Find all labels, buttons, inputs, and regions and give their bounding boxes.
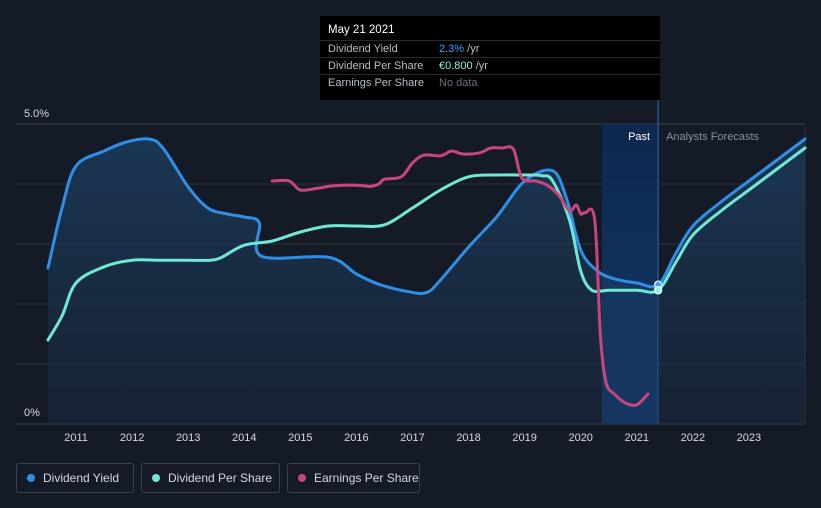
x-tick-label: 2014 (232, 432, 256, 444)
dividend-per-share-marker (655, 287, 662, 294)
tooltip-row-dividend-yield: Dividend Yield 2.3% /yr (320, 40, 660, 58)
x-tick-label: 2022 (681, 432, 705, 444)
x-tick-label: 2012 (120, 432, 144, 444)
tooltip-date: May 21 2021 (328, 24, 395, 36)
x-tick-label: 2011 (64, 432, 88, 444)
x-tick-label: 2021 (625, 432, 649, 444)
tooltip-value: 2.3% /yr (439, 43, 479, 55)
legend-dot-icon (152, 474, 160, 482)
tooltip-value: No data (439, 77, 478, 89)
forecast-label: Analysts Forecasts (666, 131, 759, 143)
tooltip-value-unit: /yr (473, 60, 488, 72)
tooltip-label: Dividend Yield (328, 43, 398, 55)
tooltip-value-number: No data (439, 77, 478, 89)
tooltip-value-unit: /yr (464, 43, 479, 55)
tooltip-label: Dividend Per Share (328, 60, 423, 72)
x-tick-label: 2015 (288, 432, 312, 444)
x-tick-label: 2017 (400, 432, 424, 444)
past-label: Past (628, 131, 650, 143)
x-tick-label: 2020 (568, 432, 592, 444)
tooltip-value-number: €0.800 (439, 60, 473, 72)
y-tick-label: 0% (24, 407, 40, 419)
tooltip-value: €0.800 /yr (439, 60, 488, 72)
x-tick-label: 2016 (344, 432, 368, 444)
y-tick-label: 5.0% (24, 108, 49, 120)
tooltip-row-dividend-per-share: Dividend Per Share €0.800 /yr (320, 57, 660, 75)
legend-dividend-yield[interactable]: Dividend Yield (16, 463, 134, 493)
legend-dot-icon (27, 474, 35, 482)
legend-label: Dividend Yield (43, 471, 119, 485)
x-tick-label: 2023 (737, 432, 761, 444)
tooltip-row-earnings-per-share: Earnings Per Share No data (320, 74, 660, 92)
dividend-yield-area (48, 139, 805, 424)
tooltip-value-number: 2.3% (439, 43, 464, 55)
tooltip-label: Earnings Per Share (328, 77, 424, 89)
legend-label: Earnings Per Share (314, 471, 419, 485)
x-tick-label: 2018 (456, 432, 480, 444)
legend-dot-icon (298, 474, 306, 482)
yield-area (48, 139, 805, 424)
legend-earnings-per-share[interactable]: Earnings Per Share (287, 463, 420, 493)
tooltip: May 21 2021 Dividend Yield 2.3% /yr Divi… (320, 16, 660, 100)
legend-label: Dividend Per Share (168, 471, 272, 485)
legend-dividend-per-share[interactable]: Dividend Per Share (141, 463, 280, 493)
x-tick-label: 2013 (176, 432, 200, 444)
x-tick-label: 2019 (512, 432, 536, 444)
